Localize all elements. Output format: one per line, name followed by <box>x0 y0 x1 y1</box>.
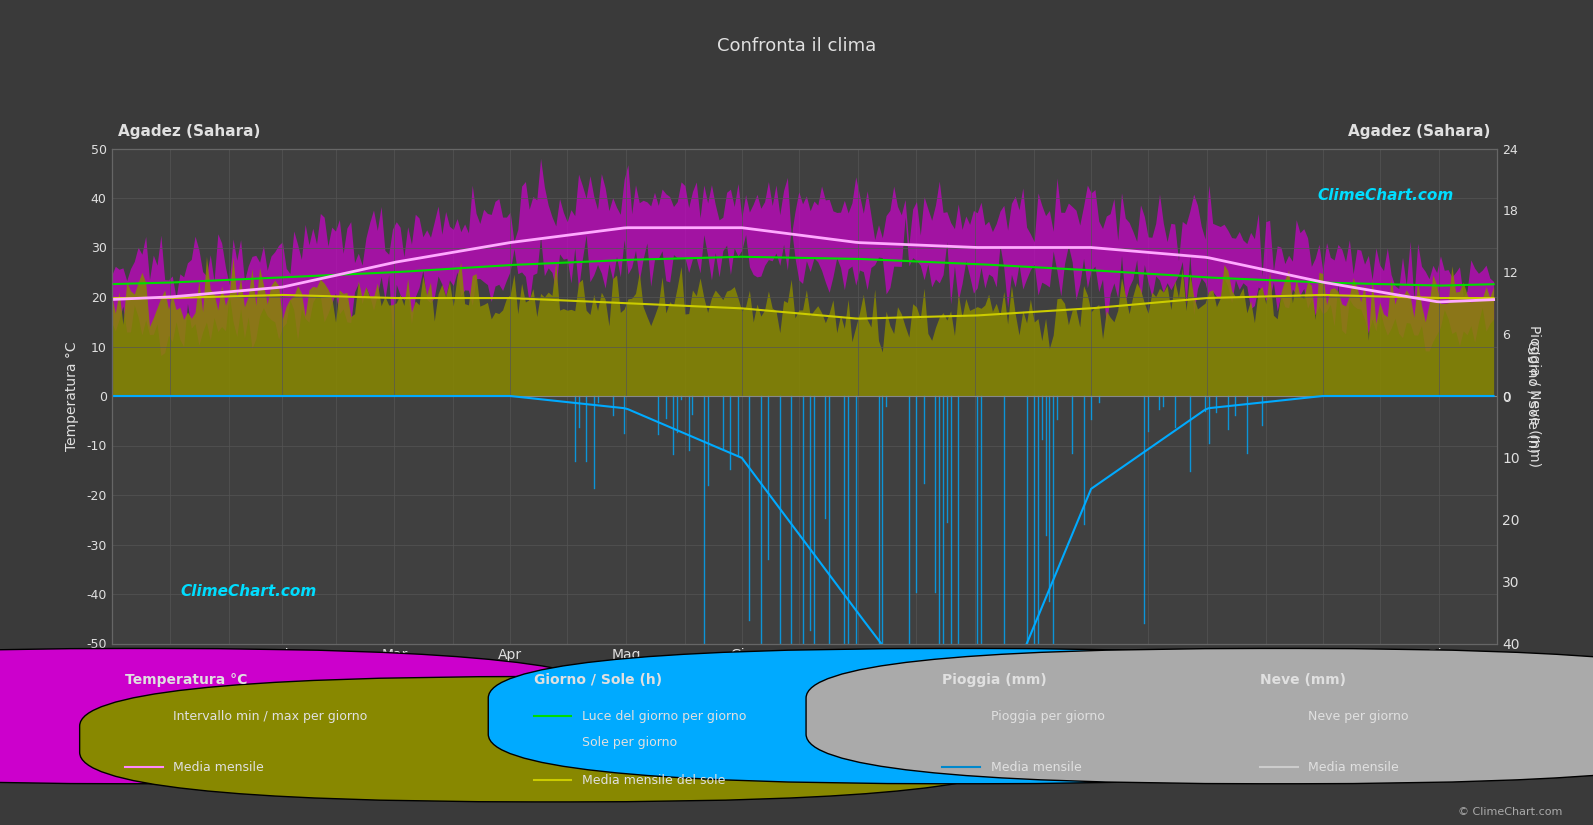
Text: © ClimeChart.com: © ClimeChart.com <box>1458 807 1563 817</box>
Text: Giorno / Sole (h): Giorno / Sole (h) <box>534 673 661 687</box>
Y-axis label: Pioggia / Neve (mm): Pioggia / Neve (mm) <box>1526 325 1540 467</box>
Text: ClimeChart.com: ClimeChart.com <box>1317 188 1453 203</box>
Text: Media mensile: Media mensile <box>1308 761 1399 774</box>
Text: Pioggia per giorno: Pioggia per giorno <box>991 710 1104 723</box>
FancyBboxPatch shape <box>80 676 1026 802</box>
Text: Sole per giorno: Sole per giorno <box>581 736 677 749</box>
FancyBboxPatch shape <box>487 648 1434 784</box>
Y-axis label: Temperatura °C: Temperatura °C <box>65 342 80 450</box>
FancyBboxPatch shape <box>0 648 616 784</box>
Text: Luce del giorno per giorno: Luce del giorno per giorno <box>581 710 747 723</box>
Text: Media mensile: Media mensile <box>174 761 264 774</box>
Text: Confronta il clima: Confronta il clima <box>717 37 876 55</box>
Text: Agadez (Sahara): Agadez (Sahara) <box>118 124 261 139</box>
Y-axis label: Giorno / Sole (h): Giorno / Sole (h) <box>1525 340 1539 452</box>
Text: Temperatura °C: Temperatura °C <box>124 673 247 687</box>
Text: Intervallo min / max per giorno: Intervallo min / max per giorno <box>174 710 368 723</box>
FancyBboxPatch shape <box>806 648 1593 784</box>
Text: Neve per giorno: Neve per giorno <box>1308 710 1408 723</box>
Text: Agadez (Sahara): Agadez (Sahara) <box>1348 124 1491 139</box>
Text: Neve (mm): Neve (mm) <box>1260 673 1346 687</box>
Text: Pioggia (mm): Pioggia (mm) <box>943 673 1047 687</box>
Text: Media mensile: Media mensile <box>991 761 1082 774</box>
Text: Media mensile del sole: Media mensile del sole <box>581 774 725 787</box>
Text: ClimeChart.com: ClimeChart.com <box>182 584 317 599</box>
